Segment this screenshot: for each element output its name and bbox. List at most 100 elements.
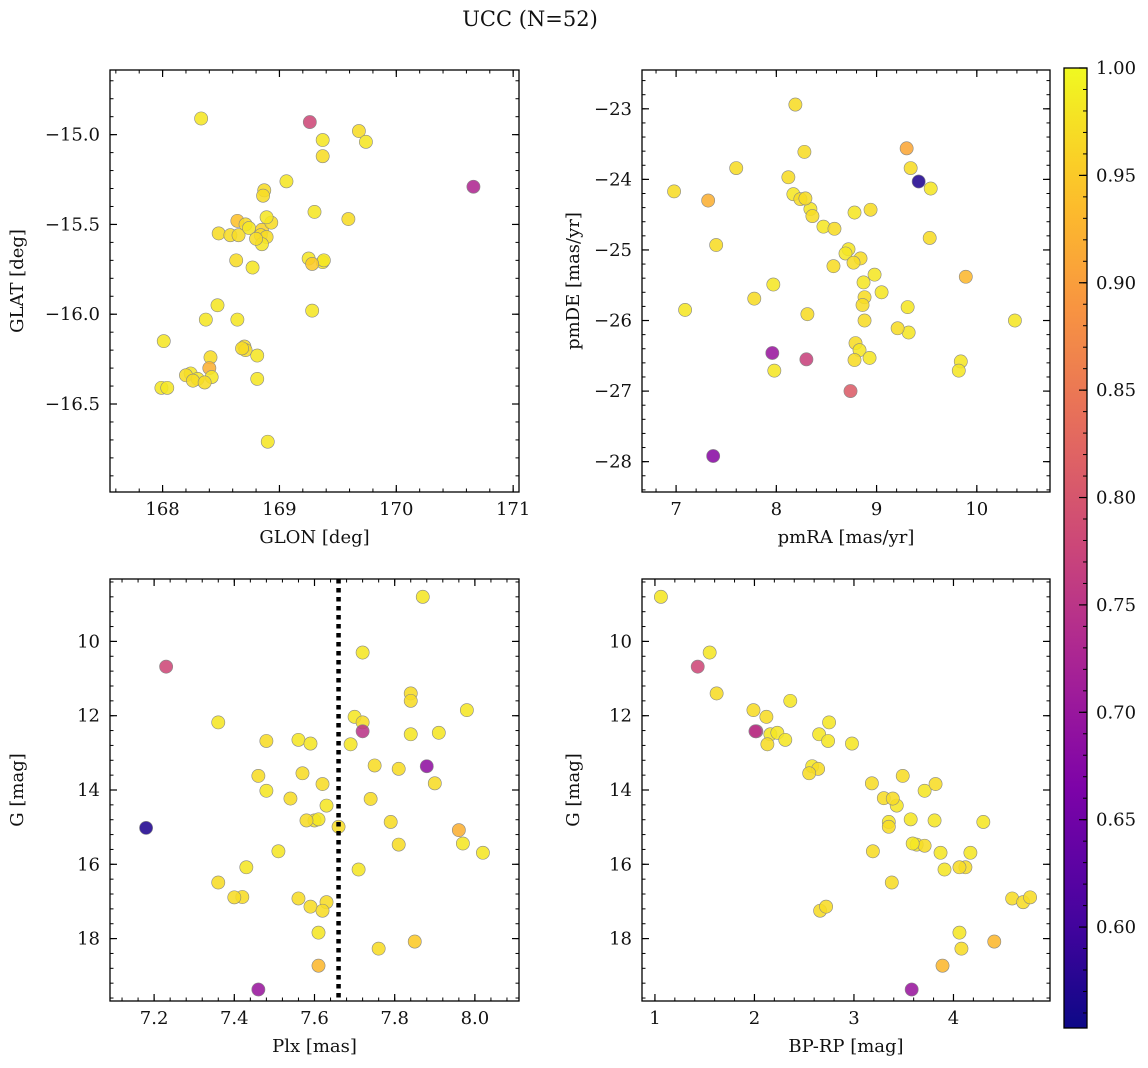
data-point [156,334,171,349]
x-tick-label: 171 [496,499,530,520]
data-point [862,351,877,365]
data-point [251,768,266,783]
data-point [1023,890,1037,905]
data-point [765,346,780,360]
data-point [260,434,275,449]
data-point [249,231,263,246]
x-axis-label: GLON [deg] [259,527,369,548]
data-point [427,776,442,791]
data-point [759,709,774,724]
data-point [899,141,914,156]
data-point [403,727,418,742]
data-point [933,845,948,860]
y-tick-label: 18 [609,929,632,950]
data-point [900,300,915,315]
y-axis-label: G [mag] [7,753,28,826]
colorbar-tick-label: 0.60 [1096,917,1136,938]
data-point [874,285,889,300]
x-tick-label: 170 [379,499,413,520]
panel-plx-g: 7.2 7.4 7.6 7.8 8.0 10 12 14 16 18 Plx [mas] G [mag… [7,578,520,1057]
scatter-points [139,589,490,997]
data-point [667,184,681,199]
data-point [781,170,796,185]
data-point [311,958,326,973]
y-tick-label: 12 [609,706,632,727]
data-point [690,659,705,674]
y-tick-label: −24 [594,169,632,190]
x-tick-label: 1 [649,1008,660,1029]
data-point [798,191,813,206]
axes-frame [109,69,520,493]
data-point [315,149,330,164]
data-point [911,174,926,189]
x-tick-label: 2 [749,1008,760,1029]
data-point [952,860,967,875]
data-point [259,783,274,798]
data-point [431,725,446,740]
data-point [367,758,382,773]
data-point [963,845,978,860]
data-point [805,209,820,223]
data-point [197,375,212,390]
colorbar-tick-label: 0.65 [1096,810,1136,831]
x-axis-label: Plx [mas] [272,1036,357,1057]
data-point [702,645,717,660]
x-tick-label: 169 [262,499,296,520]
y-tick-label: −23 [594,99,632,120]
data-point [319,798,334,813]
data-point [746,703,761,718]
data-point [954,941,969,956]
data-point [922,231,937,245]
data-point [415,589,430,604]
data-point [303,899,318,914]
data-point [881,819,896,834]
data-point [935,958,950,973]
data-point [251,982,266,997]
data-point [937,862,952,877]
data-point [1008,313,1022,328]
data-point [305,303,320,318]
data-point [766,277,781,292]
data-point [271,844,286,859]
data-point [230,312,245,327]
x-tick-label: 7.4 [220,1008,249,1029]
x-tick-label: 7.2 [140,1008,169,1029]
data-point [821,734,835,748]
panel-glon-glat: 168 169 170 171 −15.0 −15.5 −16.0 −16.5 GLON [de… [7,69,530,548]
data-point [701,193,716,208]
data-point [826,259,841,274]
data-point [466,179,481,194]
y-tick-label: −16.0 [45,304,100,325]
data-point [846,255,861,270]
y-tick-label: −15.0 [45,125,100,146]
y-tick-label: −28 [594,452,632,473]
panel-pmra-pmde: 7 8 9 10 −23 −24 −25 −26 −27 −28 pmRA [mas/yr] pmDE… [563,69,1051,548]
data-point [299,813,314,828]
data-point [283,791,298,806]
data-point [256,188,270,203]
data-point [856,275,871,290]
scatter-points [667,97,1022,463]
data-point [227,890,242,905]
data-point [305,257,320,271]
y-tick-label: 10 [609,631,632,652]
data-point [363,792,378,806]
figure-title: UCC (N=52) [462,7,598,31]
data-point [864,776,879,791]
data-point [748,724,763,739]
data-point [186,373,200,388]
y-axis-label: pmDE [mas/yr] [563,212,584,350]
data-point [767,363,782,378]
data-point [352,124,366,138]
data-point [211,875,226,890]
y-tick-label: −25 [594,240,632,261]
data-point [259,210,274,225]
data-point [295,766,310,781]
y-tick-label: 14 [609,780,632,801]
data-point [459,703,474,718]
data-point [235,341,249,356]
colorbar-tick-label: 0.80 [1096,488,1136,509]
axes-frame [641,69,1051,493]
data-point [797,144,812,159]
